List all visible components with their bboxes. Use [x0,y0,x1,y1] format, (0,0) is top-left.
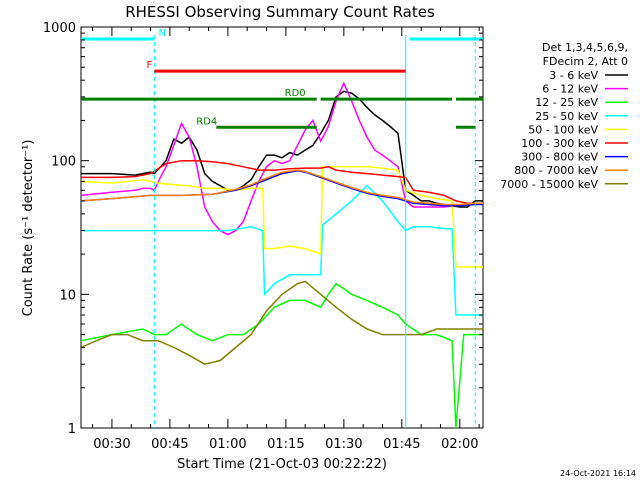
series-line-2 [80,282,483,429]
y-tick-label-3: 1000 [43,21,76,36]
legend-label-2: 12 - 25 keV [535,96,598,109]
x-tick-label-4: 01:30 [325,437,362,452]
x-tick-label-0: 00:30 [93,437,130,452]
chart-title: RHESSI Observing Summary Count Rates [125,3,435,21]
legend-label-7: 800 - 7000 keV [514,164,598,177]
flag-label-2: RD0 [285,88,306,99]
y-axis-label: Count Rate (s⁻¹ detector⁻¹) [21,140,36,317]
plot-frame [80,26,484,429]
series-line-4 [80,166,483,268]
y-axis: 1 10 100 1000 [43,21,483,437]
series-line-1 [80,81,483,236]
flag-bars: N F RD0 RD4 [81,28,483,129]
legend-label-3: 25 - 50 keV [535,110,598,123]
legend: Det 1,3,4,5,6,9,FDecim 2, Att 03 - 6 keV… [500,41,628,191]
legend-label-8: 7000 - 15000 keV [500,178,598,191]
series-line-0 [81,90,483,208]
series-line-7 [80,169,483,206]
series-layer [80,81,483,429]
legend-label-0: 3 - 6 keV [549,69,598,82]
x-tick-label-2: 01:00 [209,437,246,452]
y-tick-label-0: 1 [68,422,76,437]
series-line-5 [81,159,483,205]
flag-label-0: N [158,28,165,39]
flag-label-3: RD4 [196,116,217,127]
x-tick-label-6: 02:00 [441,437,478,452]
x-tick-label-1: 00:45 [151,437,188,452]
series-line-3 [81,184,483,316]
x-tick-label-5: 01:45 [383,437,420,452]
legend-label-5: 100 - 300 keV [521,137,598,150]
legend-label-6: 300 - 800 keV [521,151,598,164]
legend-label-1: 6 - 12 keV [542,83,598,96]
legend-header-line-1: FDecim 2, Att 0 [543,55,628,68]
flag-label-1: F [146,60,152,71]
legend-label-4: 50 - 100 keV [528,123,598,136]
y-tick-label-1: 10 [59,288,76,303]
x-axis: 00:30 00:45 01:00 01:15 01:30 01:45 02:00 [92,27,480,452]
generated-timestamp: 24-Oct-2021 16:14 [560,469,636,478]
legend-header-line-0: Det 1,3,4,5,6,9, [542,41,628,54]
x-axis-label: Start Time (21-Oct-03 00:22:22) [177,457,387,472]
series-line-8 [80,280,483,365]
y-tick-label-2: 100 [51,155,76,170]
x-tick-label-3: 01:15 [267,437,304,452]
